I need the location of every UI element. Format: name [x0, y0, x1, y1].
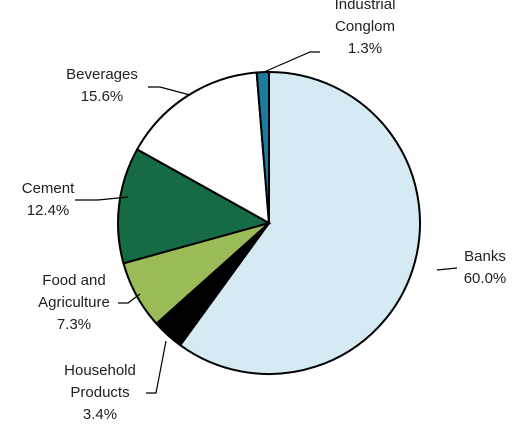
- data-label-household-products: Household Products 3.4%: [64, 362, 136, 423]
- pie-slice-banks: [178, 70, 421, 375]
- pie-slice-cement: [117, 148, 272, 265]
- pie-slice-beverages: [135, 71, 271, 225]
- data-label-banks: Banks 60.0%: [464, 248, 507, 287]
- leader-line-household-products: [146, 340, 167, 394]
- leader-line-industrial-conglom: [263, 51, 320, 73]
- data-label-industrial-conglom: Industrial Conglom 1.3%: [335, 0, 396, 57]
- pie-slice-industrial-conglom: [255, 70, 270, 224]
- data-label-beverages: Beverages 15.6%: [66, 66, 138, 105]
- leader-line-food-and-agriculture: [118, 293, 141, 304]
- data-label-food-and-agriculture: Food and Agriculture 7.3%: [38, 272, 110, 333]
- leader-line-cement: [75, 196, 129, 201]
- leader-line-beverages: [148, 86, 191, 96]
- data-label-cement: Cement 12.4%: [22, 180, 75, 219]
- leader-line-banks: [436, 267, 458, 271]
